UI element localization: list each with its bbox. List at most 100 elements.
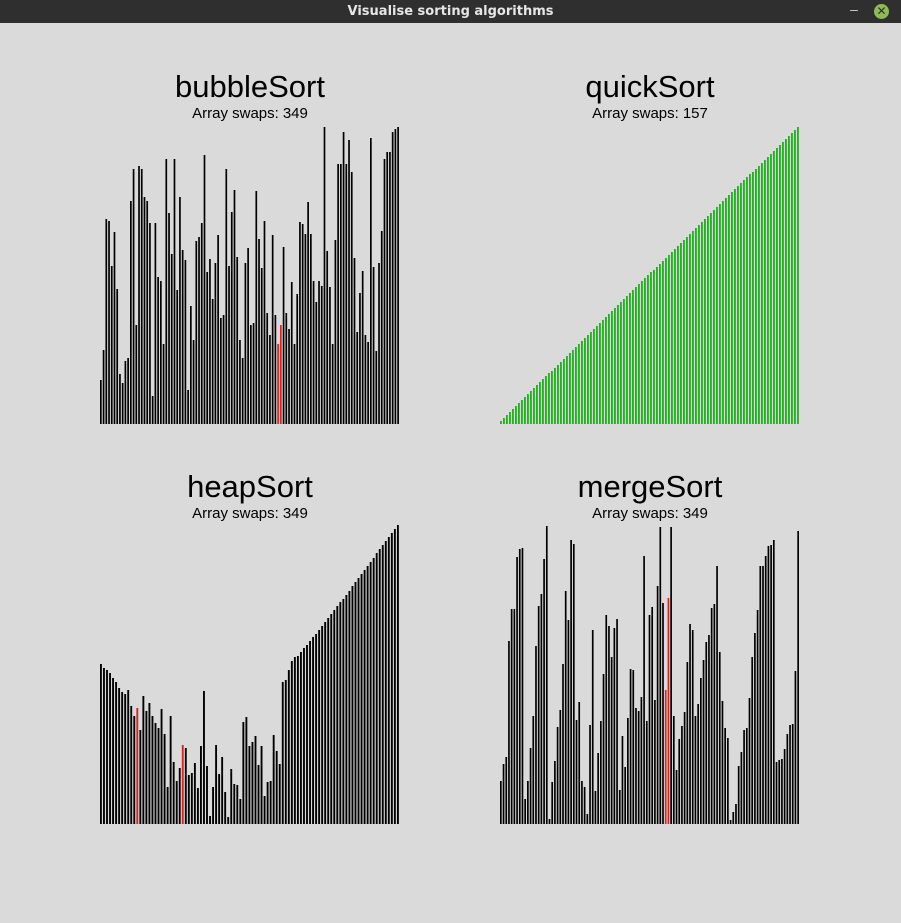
array-bar <box>692 231 694 424</box>
array-bar <box>708 635 710 824</box>
array-bar <box>121 383 124 424</box>
array-bar <box>266 313 269 424</box>
array-bar <box>157 277 159 424</box>
array-bar <box>740 752 743 824</box>
array-bar <box>271 235 274 424</box>
array-bar <box>387 537 390 824</box>
array-bar <box>635 287 637 424</box>
array-bar <box>779 145 781 424</box>
array-bar <box>173 159 176 424</box>
array-bar <box>605 615 608 824</box>
swap-counter-label: Array swaps: <box>192 105 279 122</box>
array-bar <box>172 762 175 824</box>
array-bar <box>300 652 302 824</box>
array-bar <box>391 132 394 424</box>
array-bar <box>269 335 271 424</box>
array-bar <box>590 332 592 424</box>
array-bar <box>691 630 694 824</box>
array-bar <box>282 247 285 424</box>
array-bar <box>783 749 786 824</box>
array-bar <box>786 734 789 824</box>
array-bar <box>572 544 575 824</box>
array-bar <box>383 159 386 424</box>
array-bar <box>759 566 762 824</box>
array-bar <box>704 219 706 424</box>
array-bar <box>304 234 307 424</box>
array-bar <box>386 152 389 424</box>
array-bar <box>284 680 287 824</box>
array-bar <box>222 315 225 424</box>
array-bar <box>324 622 327 824</box>
array-bar <box>707 216 709 424</box>
array-bar <box>215 745 218 824</box>
array-bar <box>380 231 383 424</box>
array-bar <box>727 738 729 824</box>
array-bar <box>296 656 299 824</box>
array-bar <box>651 607 654 824</box>
array-bar <box>764 556 767 824</box>
array-bar <box>540 594 543 824</box>
array-bar <box>781 759 783 824</box>
array-bar <box>384 541 387 824</box>
array-bar <box>254 736 257 824</box>
array-bar <box>743 730 745 824</box>
array-bar <box>263 221 266 424</box>
array-bar <box>244 263 247 424</box>
array-bar <box>710 213 712 424</box>
window-titlebar: Visualise sorting algorithms – ✕ <box>0 0 901 23</box>
array-bar <box>375 351 378 424</box>
array-bar <box>788 136 790 424</box>
array-bar <box>224 792 227 824</box>
array-bar <box>145 711 148 824</box>
array-bar <box>108 221 110 424</box>
array-bar <box>500 781 502 824</box>
array-bar <box>133 716 136 824</box>
array-bar <box>659 264 661 424</box>
array-bar <box>602 320 604 424</box>
swap-counter-value: 349 <box>282 105 308 122</box>
array-bar <box>557 365 559 424</box>
array-bar <box>641 281 643 424</box>
array-bar <box>169 716 172 824</box>
array-bar <box>250 325 252 424</box>
array-bar <box>566 356 568 424</box>
array-bar <box>357 578 360 824</box>
array-bar <box>360 574 363 824</box>
array-bar <box>233 190 236 424</box>
array-bar <box>334 240 337 424</box>
array-bar <box>293 344 296 424</box>
array-bar <box>258 239 260 424</box>
array-bar <box>650 272 652 424</box>
array-bar <box>785 139 787 424</box>
array-bar <box>348 140 350 424</box>
array-bar <box>724 728 726 824</box>
array-bar <box>533 388 535 424</box>
array-bar <box>775 762 778 824</box>
array-bar <box>584 338 586 424</box>
array-bar <box>611 311 613 424</box>
array-bar <box>112 678 114 824</box>
array-bar <box>154 223 157 424</box>
array-bar <box>545 526 548 824</box>
swap-counter-label: Array swaps: <box>192 505 279 522</box>
bar-chart <box>100 127 399 424</box>
close-button[interactable]: ✕ <box>874 4 889 19</box>
array-bar <box>140 169 143 424</box>
array-bar <box>230 212 233 424</box>
array-bar <box>118 688 121 824</box>
array-bar <box>789 725 791 824</box>
array-bar <box>797 127 799 424</box>
minimize-button[interactable]: – <box>850 1 858 17</box>
array-bar <box>102 350 105 424</box>
array-bar <box>245 717 248 824</box>
array-bar <box>130 706 133 824</box>
array-bar <box>209 259 211 424</box>
array-bar <box>127 690 130 824</box>
array-bar <box>127 358 129 424</box>
array-bar <box>163 734 166 824</box>
array-bar <box>621 736 624 824</box>
array-bar <box>138 166 140 424</box>
array-bar <box>734 189 736 424</box>
array-bar <box>694 716 697 824</box>
array-bar <box>190 306 192 424</box>
